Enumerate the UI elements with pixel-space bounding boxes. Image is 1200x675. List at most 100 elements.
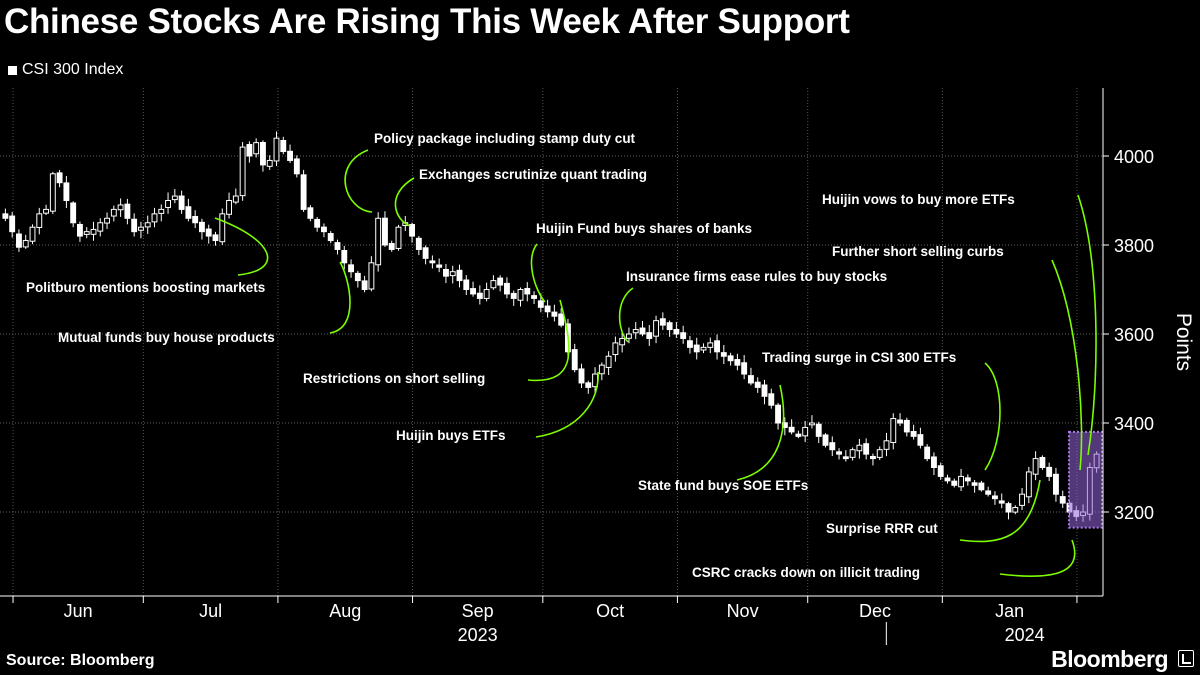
y-axis-title: Points: [1172, 313, 1195, 371]
candle: [829, 436, 836, 457]
highlight-layer: [1068, 430, 1103, 529]
candle: [659, 312, 666, 330]
candle: [856, 438, 863, 459]
candle-body-down: [1053, 473, 1059, 495]
annotation-label: Exchanges scrutinize quant trading: [419, 167, 647, 182]
candle-body-up: [266, 159, 273, 167]
candle-body-up: [49, 173, 56, 212]
candle: [842, 450, 849, 462]
ytick-label-4000: 4000: [1114, 147, 1154, 167]
candle-body-down: [470, 288, 476, 295]
candle: [253, 138, 260, 158]
candle: [29, 224, 36, 245]
candle-body-down: [382, 217, 388, 246]
candle-body-down: [327, 233, 334, 242]
candle: [497, 275, 504, 292]
candle-body-down: [334, 242, 341, 250]
candle-body-down: [524, 287, 531, 295]
candle: [598, 362, 605, 381]
candle-body-down: [1059, 496, 1066, 504]
candle-body-down: [815, 423, 822, 437]
candle-body-down: [680, 332, 687, 339]
candle-body-down: [422, 247, 429, 259]
candle-body-up: [700, 346, 707, 351]
candle-body-down: [361, 280, 368, 290]
candle: [43, 204, 49, 215]
candle-body-up: [226, 200, 232, 215]
candle: [619, 331, 626, 353]
candle: [903, 417, 910, 437]
candle-body-down: [944, 477, 951, 482]
candle-body-down: [341, 250, 348, 264]
candle: [348, 259, 354, 278]
annotation-line: [527, 299, 570, 382]
xtick-label-oct: Oct: [596, 601, 624, 621]
candle: [931, 452, 937, 475]
candle: [680, 325, 687, 344]
candle-body-down: [551, 311, 558, 317]
candle: [22, 234, 29, 249]
candle-body-down: [870, 455, 876, 460]
candle: [917, 427, 924, 449]
candle-body-down: [788, 426, 795, 433]
candle: [415, 236, 422, 256]
candle: [978, 480, 985, 492]
candle: [1039, 455, 1046, 470]
candle-body-up: [1012, 507, 1019, 513]
candle-body-up: [707, 342, 714, 348]
candle-body-up: [219, 213, 226, 243]
candle-body-down: [531, 295, 537, 299]
candle: [266, 155, 273, 170]
candle: [815, 421, 822, 444]
candle: [761, 379, 768, 405]
xtick-label-sep: Sep: [462, 601, 494, 621]
candle: [822, 433, 829, 448]
candle: [165, 192, 171, 214]
candle: [456, 264, 463, 288]
annotation-line: [999, 539, 1076, 577]
candle-body-up: [165, 200, 171, 208]
candle-body-up: [626, 333, 632, 339]
annotation-line: [1077, 194, 1097, 456]
candle-body-up: [490, 280, 497, 289]
candle: [585, 380, 592, 394]
candle: [897, 413, 903, 427]
candle-body-up: [97, 222, 104, 232]
candle: [307, 205, 314, 222]
candle: [558, 308, 565, 328]
candle: [524, 282, 531, 302]
candle: [436, 258, 443, 273]
candle-body-up: [883, 440, 890, 450]
candle-body-up: [809, 422, 815, 426]
candle: [260, 140, 266, 172]
candle-body-down: [510, 292, 517, 299]
xtick-label-aug: Aug: [329, 601, 361, 621]
candle: [83, 227, 90, 239]
candle: [998, 493, 1005, 509]
candle: [1059, 490, 1066, 508]
legend-label: CSI 300 Index: [22, 61, 124, 78]
candle-body-down: [415, 237, 422, 250]
candle: [727, 352, 734, 366]
candle: [653, 315, 659, 344]
candle: [16, 229, 22, 252]
annotation-label: State fund buys SOE ETFs: [638, 478, 808, 493]
candle-body-down: [63, 182, 70, 201]
xtick-label-nov: Nov: [727, 601, 759, 621]
candle-body-up: [90, 228, 97, 235]
candle: [1025, 466, 1032, 504]
candle-body-down: [388, 243, 395, 250]
candle-body-down: [409, 224, 415, 237]
candle-body-down: [910, 431, 917, 437]
candle-body-down: [673, 328, 680, 335]
candle: [849, 447, 856, 461]
candle: [449, 265, 456, 284]
candle-body-up: [876, 449, 883, 458]
candle: [964, 474, 971, 486]
candle-body-down: [775, 404, 781, 424]
candle-body-up: [856, 444, 863, 452]
candle-body-up: [395, 226, 402, 249]
candle-body-down: [842, 456, 849, 460]
candle: [192, 210, 199, 229]
candle-body-down: [693, 344, 700, 353]
